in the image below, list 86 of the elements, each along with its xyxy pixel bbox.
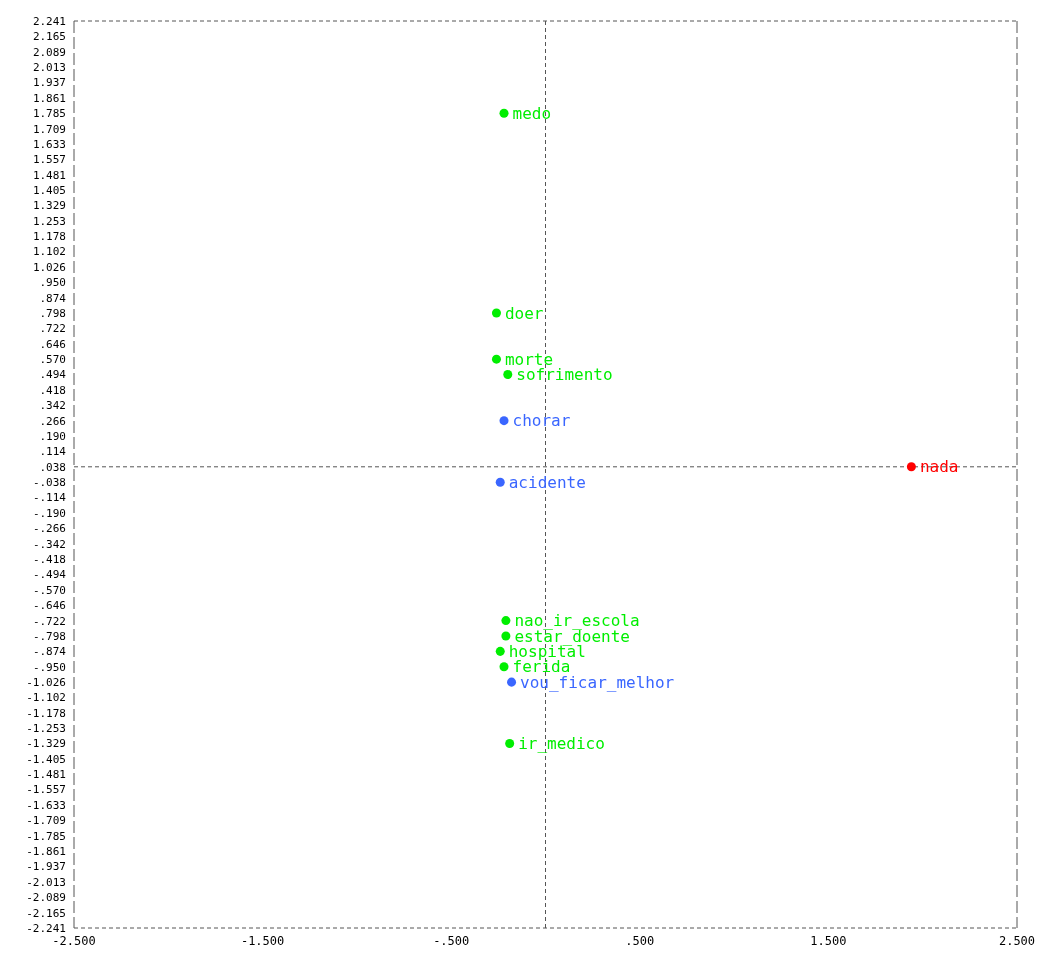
point	[505, 738, 515, 748]
y-tick-label: 1.785	[32, 107, 66, 121]
y-tick-label: -1.178	[26, 706, 66, 720]
y-tick-label: -.190	[32, 506, 66, 520]
y-tick-label: -.570	[32, 583, 66, 597]
y-tick-label: .494	[39, 368, 67, 382]
y-tick-label: -.418	[32, 552, 66, 566]
y-tick-label: -1.937	[26, 860, 66, 874]
y-tick-label: -1.861	[26, 845, 66, 859]
y-tick-label: -1.785	[26, 829, 66, 843]
y-tick-label: -.950	[32, 660, 66, 674]
point	[491, 354, 501, 364]
y-tick-label: -.874	[32, 645, 67, 659]
y-tick-label: .950	[39, 276, 66, 290]
y-tick-label: -.114	[32, 491, 67, 505]
y-tick-label: -1.481	[26, 768, 66, 782]
y-tick-label: -.646	[32, 599, 66, 613]
y-tick-label: 2.013	[32, 61, 66, 75]
point	[491, 308, 501, 318]
x-tick-label: -1.500	[240, 933, 285, 948]
y-tick-label: -.266	[32, 522, 66, 536]
data-label: chorar	[512, 411, 571, 431]
y-tick-label: 1.329	[32, 199, 66, 213]
y-tick-label: -.494	[32, 568, 67, 582]
y-tick-label: 1.253	[32, 214, 66, 228]
data-label: acidente	[508, 472, 586, 492]
y-tick-label: 1.557	[32, 153, 66, 167]
y-tick-label: 1.481	[32, 168, 66, 182]
y-tick-label: -2.013	[26, 875, 66, 889]
point	[503, 370, 513, 380]
x-tick-label: -.500	[433, 933, 470, 948]
y-tick-label: -.342	[32, 537, 66, 551]
point	[507, 677, 517, 687]
y-tick-label: 1.102	[32, 245, 66, 259]
y-tick-label: 2.165	[32, 30, 66, 44]
y-tick-label: -1.405	[26, 752, 66, 766]
y-tick-label: -.038	[32, 476, 66, 490]
y-tick-label: .722	[39, 322, 66, 336]
y-tick-label: -.798	[32, 629, 66, 643]
y-tick-label: -.722	[32, 614, 66, 628]
y-tick-label: 1.861	[32, 91, 66, 105]
y-tick-label: .190	[39, 429, 66, 443]
x-tick-label: 1.500	[810, 933, 847, 948]
y-tick-label: 1.405	[32, 184, 66, 198]
y-tick-label: -1.253	[26, 721, 66, 735]
x-tick-label: 2.500	[998, 933, 1036, 948]
data-label: nada	[919, 457, 959, 477]
y-tick-label: .266	[39, 414, 66, 428]
y-tick-label: -2.241	[26, 921, 66, 935]
y-tick-label: .038	[39, 460, 66, 474]
data-label: ir_medico	[518, 734, 605, 754]
y-tick-label: .114	[39, 445, 67, 459]
y-tick-label: -1.329	[26, 737, 66, 751]
point	[906, 462, 916, 472]
y-tick-label: -1.026	[26, 676, 66, 690]
point	[499, 416, 509, 426]
y-tick-label: -1.102	[26, 691, 66, 705]
y-tick-label: .798	[39, 306, 66, 320]
y-tick-label: -1.633	[26, 798, 66, 812]
point	[501, 616, 511, 626]
point	[499, 108, 509, 118]
point	[501, 631, 511, 641]
x-tick-label: -2.500	[52, 933, 96, 948]
y-tick-label: 1.026	[32, 260, 66, 274]
y-tick-label: .874	[39, 291, 67, 305]
y-tick-label: 1.633	[32, 137, 66, 151]
data-label: medo	[512, 103, 552, 123]
point	[495, 477, 505, 487]
y-tick-label: 1.178	[32, 230, 66, 244]
y-tick-label: 1.709	[32, 122, 66, 136]
y-tick-label: -2.089	[26, 891, 66, 905]
x-tick-label: .500	[625, 933, 655, 948]
y-tick-label: .342	[39, 399, 66, 413]
data-label: doer	[504, 303, 544, 323]
point	[499, 662, 509, 672]
data-label: vou_ficar_melhor	[520, 672, 675, 692]
y-tick-label: 1.937	[32, 76, 66, 90]
y-tick-label: -1.557	[26, 783, 66, 797]
y-tick-label: 2.241	[32, 14, 66, 28]
y-tick-label: -1.709	[26, 814, 66, 828]
y-tick-label: -2.165	[26, 906, 66, 920]
y-tick-label: .418	[39, 383, 66, 397]
y-tick-label: .646	[39, 337, 66, 351]
y-tick-label: 2.089	[32, 45, 66, 59]
y-tick-label: .570	[39, 353, 66, 367]
point	[495, 646, 505, 656]
